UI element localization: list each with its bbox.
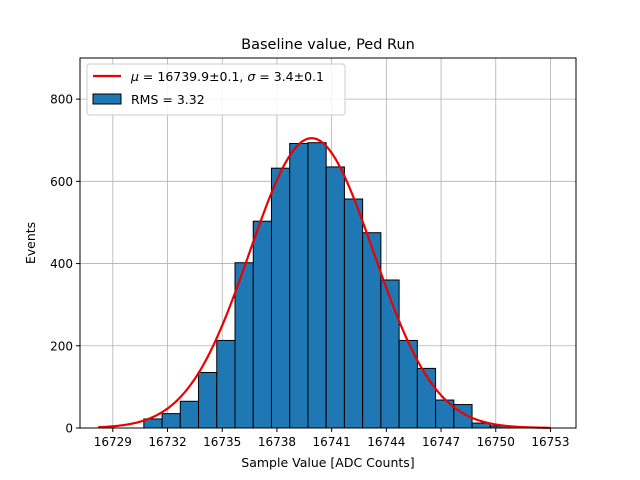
x-tick-label-7: 16750	[477, 435, 515, 449]
y-tick-label-1: 200	[50, 339, 73, 353]
legend-sigma-symbol: σ	[247, 69, 256, 84]
x-tick-label-1: 16732	[148, 435, 186, 449]
x-tick-label-0: 16729	[94, 435, 132, 449]
histogram-bar-7	[270, 167, 291, 429]
histogram-bars	[143, 142, 528, 429]
y-tick-label-2: 400	[50, 257, 73, 271]
histogram-bar-10	[325, 166, 345, 429]
x-axis-label: Sample Value [ADC Counts]	[241, 455, 414, 470]
y-tick-label-4: 800	[50, 93, 73, 107]
histogram-bar-4	[216, 339, 236, 429]
y-tick-label-0: 0	[65, 422, 73, 436]
gaussian-fit	[98, 137, 551, 429]
legend-histogram-label: RMS = 3.32	[131, 92, 205, 107]
histogram-bar-6	[252, 220, 272, 429]
legend-sigma-value: = 3.4±0.1	[255, 69, 324, 84]
x-tick-label-3: 16738	[258, 435, 296, 449]
legend-fit-label: μ = 16739.9±0.1, σ = 3.4±0.1	[130, 69, 324, 84]
x-tick-label-2: 16735	[203, 435, 241, 449]
x-tick-label-4: 16741	[313, 435, 351, 449]
x-tick-label-8: 16753	[531, 435, 569, 449]
plot-frame	[79, 57, 577, 429]
histogram-bar-9	[307, 142, 327, 429]
gaussian-fit-curve	[98, 137, 551, 429]
x-tick-label-6: 16747	[422, 435, 460, 449]
legend-frame	[86, 63, 346, 116]
legend-mu-symbol: μ	[130, 69, 139, 84]
y-tick-label-3: 600	[50, 175, 73, 189]
histogram-bar-3	[198, 372, 218, 429]
legend-mu-value: = 16739.9±0.1,	[139, 69, 247, 84]
histogram-bar-11	[343, 198, 364, 429]
histogram-bar-8	[289, 143, 309, 429]
y-axis-label: Events	[23, 222, 38, 264]
histogram-bar-13	[380, 279, 400, 429]
legend-histogram-swatch	[92, 93, 122, 105]
x-axis-ticks: 16729 16732 16735 16738 16741 16744 16747 16750…	[94, 428, 570, 449]
histogram-bar-1	[161, 413, 181, 429]
x-tick-label-5: 16744	[367, 435, 405, 449]
legend: μ = 16739.9±0.1, σ = 3.4±0.1 RMS = 3.32	[86, 63, 346, 116]
chart-title: Baseline value, Ped Run	[241, 37, 415, 53]
y-axis-ticks: 0 200 400 600 800	[50, 93, 80, 436]
histogram-bar-2	[179, 400, 200, 429]
